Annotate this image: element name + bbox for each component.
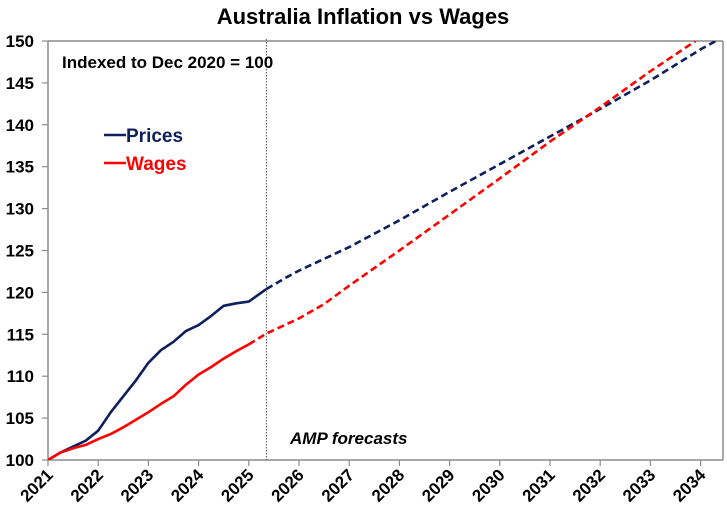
y-tick-label: 125 [6,242,34,261]
forecast-annotation: AMP forecasts [289,429,407,448]
x-tick-label: 2022 [67,465,107,505]
series-wages-forecast-line [248,41,697,346]
y-tick-label: 140 [6,116,34,135]
y-tick-label: 110 [7,367,34,386]
x-tick-label: 2032 [569,465,609,505]
x-tick-label: 2030 [468,465,508,505]
x-tick-label: 2026 [268,465,308,505]
x-tick-label: 2029 [418,465,458,505]
y-tick-label: 150 [6,32,34,51]
y-tick-label: 130 [6,200,34,219]
x-tick-label: 2023 [117,465,157,505]
y-tick-label: 115 [7,325,34,344]
x-tick-label: 2021 [17,465,57,505]
x-tick-label: 2027 [318,465,358,505]
x-tick-label: 2031 [519,465,559,505]
x-tick-label: 2024 [167,465,208,506]
x-tick-label: 2025 [217,465,257,505]
x-tick-label: 2033 [619,465,659,505]
y-tick-label: 100 [6,451,34,470]
y-tick-label: 135 [6,158,34,177]
y-tick-label: 145 [6,74,34,93]
series-prices-forecast-line [265,41,717,291]
legend: Prices Wages [104,126,187,175]
legend-label-wages: Wages [126,154,187,175]
legend-label-prices: Prices [126,126,183,147]
series-wages-actual-line [48,343,250,460]
x-tick-label: 2028 [368,465,408,505]
x-tick-label: 2034 [669,465,710,506]
series-prices-actual-line [48,287,268,460]
y-tick-label: 105 [6,409,34,428]
chart-title: Australia Inflation vs Wages [217,4,510,29]
y-tick-label: 120 [6,283,34,302]
subtitle-annotation: Indexed to Dec 2020 = 100 [62,53,273,72]
